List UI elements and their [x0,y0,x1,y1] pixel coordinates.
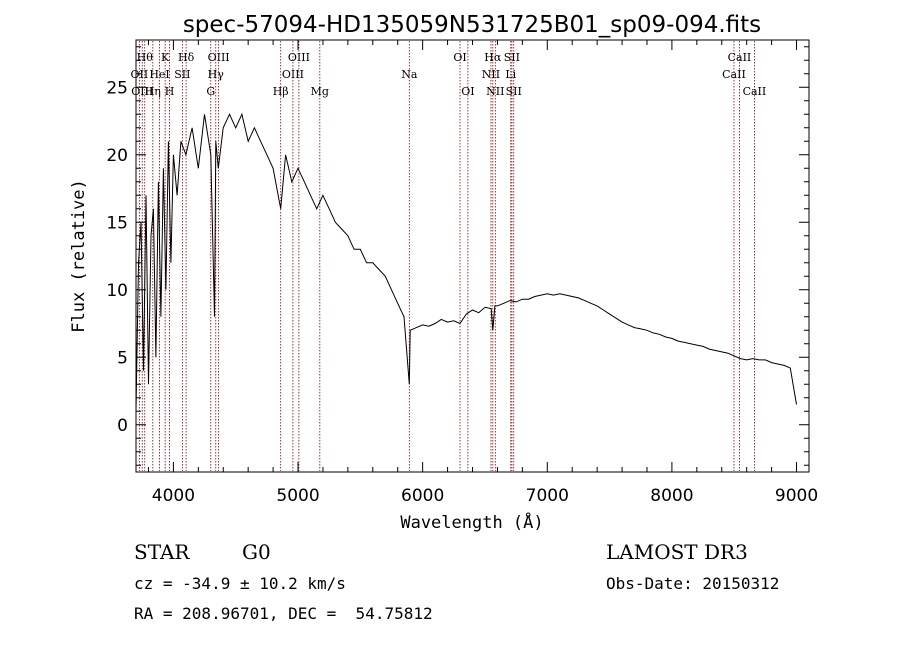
spectral-line-label: Mg [311,85,329,98]
spectral-line-label: Hη [145,85,161,98]
x-tick-label: 5000 [276,486,319,506]
object-subclass: G0 [242,540,271,564]
spectral-line-label: Hβ [273,85,289,98]
spectral-line-label: SII [506,85,522,98]
spectral-line-label: OIII [282,68,304,81]
spectrum-line [135,112,797,412]
spectral-line-label: CaII [743,85,767,98]
x-tick-label: 6000 [401,486,444,506]
spectral-line-label: OIII [288,51,310,64]
y-tick-label: 5 [117,348,128,368]
survey-name: LAMOST DR3 [606,540,748,564]
spectral-line-label: OII [131,68,149,81]
spectral-line-label: OI [453,51,466,64]
spectral-line-label: Na [401,68,418,81]
y-tick-label: 20 [106,146,128,166]
y-tick-label: 10 [106,281,128,301]
spectral-line-label: CaII [728,51,752,64]
y-axis-ticks: 0 5 10 15 20 25 [106,46,809,466]
object-class: STAR [134,540,190,564]
spectral-line-label: Hθ [137,51,154,64]
spectral-line-label: SII [174,68,190,81]
spectral-line-label: HeI [149,68,169,81]
y-tick-label: 15 [106,213,128,233]
x-tick-label: 8000 [650,486,693,506]
spectral-line-label: G [206,85,215,98]
spectral-line-label: K [161,51,170,64]
y-axis-label: Flux (relative) [69,179,89,333]
spectrum-chart: spec-57094-HD135059N531725B01_sp09-094.f… [69,12,818,533]
spectral-line-labels: OII OIII Hθ Hη HeI K H SII Hδ G Hγ OIII Hβ OIII OIII Mg… [131,51,767,98]
spectral-line-label: H [165,85,175,98]
spectral-line-label: OIII [208,51,230,64]
spectral-line-label: CaII [722,68,746,81]
x-tick-label: 7000 [526,486,569,506]
spectral-line-label: NII [482,68,500,81]
spectral-line-label: SII [504,51,520,64]
y-tick-label: 0 [117,416,128,436]
spectral-line-label: NII [486,85,504,98]
plot-frame [135,39,810,473]
redshift-velocity: cz = -34.9 ± 10.2 km/s [134,574,346,593]
spectral-line-label: Hα [484,51,502,64]
chart-title: spec-57094-HD135059N531725B01_sp09-094.f… [183,12,761,38]
observation-date: Obs-Date: 20150312 [606,574,780,593]
y-tick-label: 25 [106,78,128,98]
x-axis-label: Wavelength (Å) [400,511,543,533]
spectral-line-label: Hδ [178,51,195,64]
coordinates: RA = 208.96701, DEC = 54.75812 [134,604,433,623]
x-tick-label: 9000 [775,486,818,506]
spectral-line-label: Li [505,68,516,81]
spectral-line-label: OIII [131,85,153,98]
spectral-line-label: OI [461,85,474,98]
spectral-lines [138,41,755,471]
x-tick-label: 4000 [152,486,195,506]
spectral-line-label: Hγ [208,68,225,81]
x-axis-ticks: 4000 5000 6000 7000 8000 9000 [147,40,818,506]
